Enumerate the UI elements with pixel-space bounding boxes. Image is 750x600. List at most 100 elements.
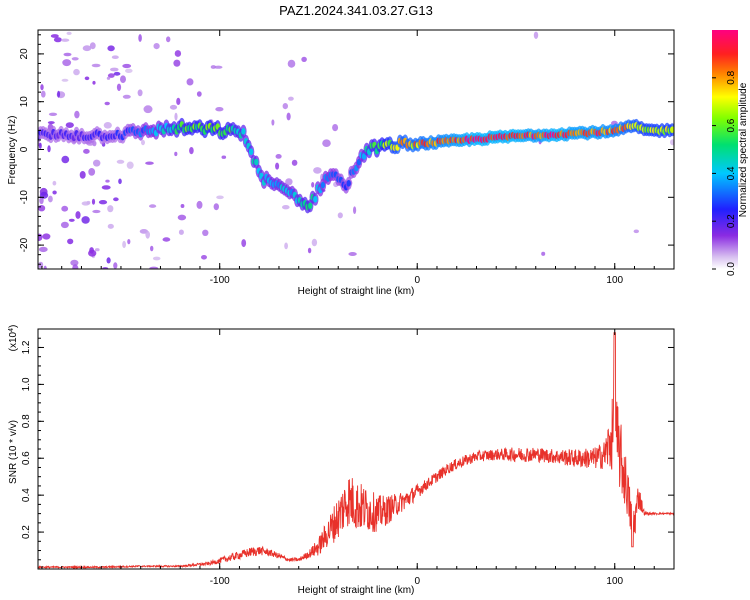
noise-speckle [311,238,318,247]
colorbar: 0.0 0.2 0.4 0.6 0.8 Normalized spectral ampl… [712,30,749,276]
noise-speckle [61,205,69,212]
noise-speckle [53,37,62,43]
ridge-core [308,202,313,210]
noise-speckle [101,185,111,190]
noise-speckle [287,59,296,68]
noise-speckle [107,205,114,213]
y-tick-label: 0.2 [21,525,32,539]
noise-speckle [196,91,202,97]
noise-speckle [113,71,121,76]
y-tick-label: 20 [19,48,30,60]
noise-speckle [176,97,181,105]
svg-text:(x104): (x104) [8,325,20,352]
noise-speckle [122,94,131,99]
y-tick-label: 0 [19,146,30,152]
y-tick-label: -20 [19,237,30,252]
y-tick-label: -10 [19,190,30,205]
noise-speckle [286,112,291,121]
snr-y-label: SNR (10 * v/v) [8,420,19,484]
spectrogram-frame [38,30,674,269]
colorbar-tick-label: 0.4 [726,166,737,180]
noise-speckle [301,56,307,63]
snr-x-ticks: -100 0 100 [41,329,675,587]
noise-speckle [95,248,100,252]
colorbar-tick-label: 0.6 [726,118,737,132]
noise-speckle [127,239,131,245]
spectrogram-x-ticks: -100 0 100 [41,30,675,286]
noise-speckle [92,80,96,85]
x-tick-label: -100 [210,576,230,587]
noise-speckle [47,121,55,125]
noise-speckle [162,237,171,242]
ridge-core [346,180,351,187]
colorbar-tick-label: 0.8 [726,70,737,84]
noise-speckle [150,245,154,252]
ridge-core [241,128,246,135]
noise-speckle [332,124,339,132]
noise-speckle [66,31,72,35]
noise-speckle [122,63,132,69]
noise-speckle [107,73,115,78]
noise-speckle [60,221,69,229]
ridge-core [313,196,318,203]
y-tick-label: 10 [19,96,30,108]
noise-speckle [61,78,69,82]
noise-speckle [38,246,48,253]
colorbar-gradient [712,30,738,269]
noise-speckle [311,182,315,188]
noise-speckle [106,257,111,264]
snr-frame [38,329,674,569]
snr-panel: -100 0 100 0.2 0.4 0.6 0.8 1.0 1.2 Height of st… [8,325,675,596]
snr-series-line [38,332,674,569]
noise-speckle [110,67,119,72]
noise-speckle [48,112,58,117]
noise-speckle [81,201,90,206]
colorbar-ticks: 0.0 0.2 0.4 0.6 0.8 [712,70,737,276]
noise-speckle [202,229,209,236]
noise-speckle [52,180,57,186]
colorbar-label: Normalized spectral amplitude [738,82,749,217]
noise-speckle [82,45,92,52]
x-tick-label: 100 [606,576,623,587]
noise-speckle [174,151,178,157]
noise-speckle [71,57,79,61]
noise-speckle [63,52,72,57]
noise-speckle [353,206,357,214]
noise-speckle [178,229,184,235]
noise-speckle [83,148,90,154]
spectrogram-y-ticks: -20 -10 0 10 20 [19,34,674,265]
ridge-core [670,126,674,133]
noise-speckle [103,122,112,129]
noise-speckle [213,203,219,211]
noise-speckle [337,212,343,219]
noise-speckle [118,178,122,185]
ridge-core [248,148,254,155]
noise-speckle [48,195,53,203]
noise-speckle [189,147,194,155]
noise-speckle [284,242,288,250]
noise-speckle [38,261,44,269]
noise-speckle [113,197,119,202]
x-tick-label: 0 [414,576,420,587]
noise-speckle [149,204,157,208]
noise-speckle [282,103,288,110]
noise-speckle [111,55,119,59]
noise-speckle [122,240,126,249]
noise-speckle [221,155,227,159]
noise-speckle [173,59,181,67]
noise-speckle [70,259,79,266]
noise-speckle [57,90,61,98]
noise-speckle [215,107,224,112]
noise-speckle [43,265,47,269]
noise-speckle [93,159,101,167]
noise-speckle [169,104,178,110]
noise-speckle [60,38,70,42]
noise-speckle [313,167,322,174]
noise-speckle [42,233,51,240]
x-tick-label: -100 [210,275,230,286]
ridge-core [254,158,259,166]
noise-speckle [214,65,223,69]
noise-speckle [180,204,185,208]
noise-speckle [88,249,97,257]
